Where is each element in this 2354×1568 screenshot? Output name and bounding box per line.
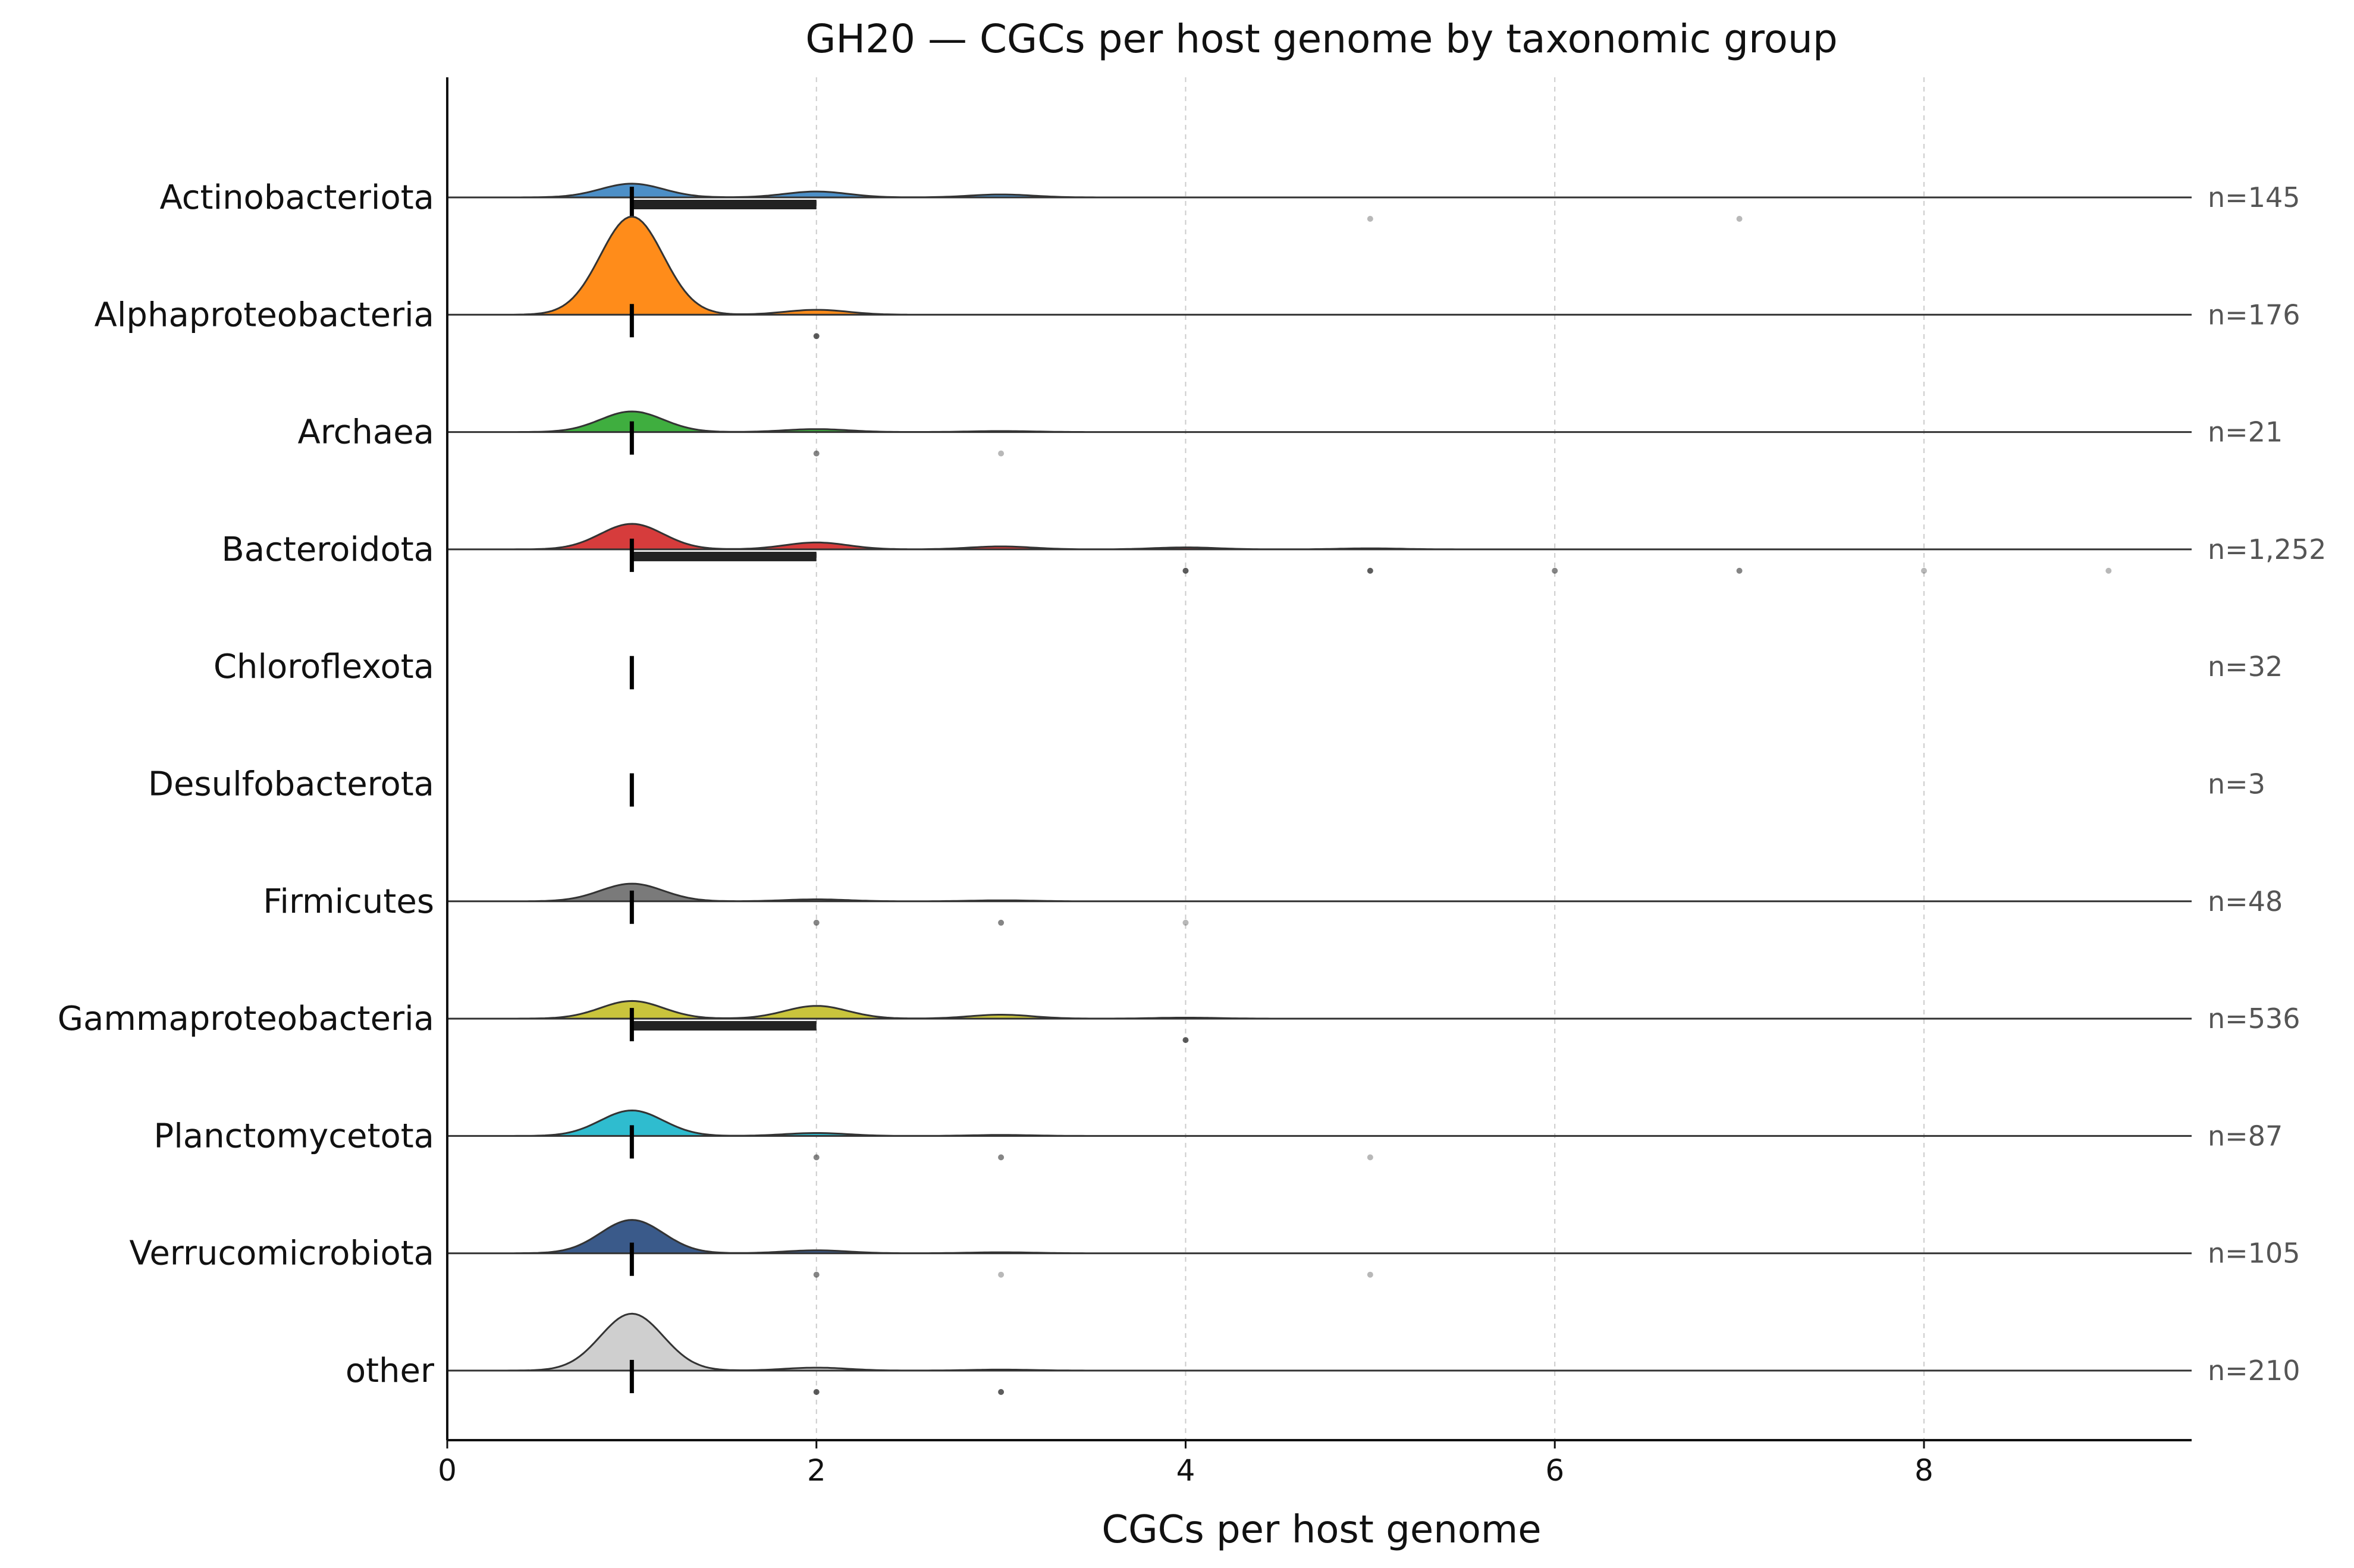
group-row-gammaproteobacteria: Gammaproteobacteria n=536: [58, 1000, 2300, 1044]
group-row-actinobacteriota: Actinobacteriota n=145: [159, 178, 2300, 222]
sample-size-label: n=32: [2208, 651, 2283, 683]
x-tick-label: 4: [1176, 1453, 1195, 1488]
density-curve: [447, 215, 2192, 316]
group-row-chloroflexota: Chloroflexota n=32: [214, 648, 2283, 690]
x-tick-label: 8: [1914, 1453, 1934, 1488]
outlier-point: [998, 1154, 1005, 1161]
density-curve: [447, 183, 2192, 199]
iqr-bar: [632, 200, 817, 209]
density-curve: [447, 1219, 2192, 1255]
y-tick-label: Planctomycetota: [153, 1117, 434, 1155]
outlier-point: [813, 450, 820, 457]
group-rows: Actinobacteriota n=145Alphaproteobacteria…: [58, 178, 2326, 1395]
outlier-point: [1736, 216, 1743, 222]
x-tick-label: 6: [1545, 1453, 1564, 1488]
density-curve: [447, 882, 2192, 903]
group-row-bacteroidota: Bacteroidota n=1,252: [221, 523, 2326, 574]
x-tick-label: 0: [438, 1453, 457, 1488]
density-curve: [447, 410, 2192, 433]
outlier-point: [998, 1389, 1005, 1395]
sample-size-label: n=48: [2208, 885, 2283, 917]
outlier-point: [1182, 1037, 1189, 1044]
outlier-point: [1367, 1154, 1373, 1161]
outlier-point: [1182, 567, 1189, 574]
y-tick-label: Desulfobacterota: [148, 765, 434, 804]
y-tick-label: Alphaproteobacteria: [95, 296, 434, 334]
outlier-point: [1552, 567, 1558, 574]
y-tick-label: Gammaproteobacteria: [58, 1000, 434, 1038]
sample-size-label: n=176: [2208, 298, 2300, 331]
outlier-point: [1736, 567, 1743, 574]
x-gridlines: [815, 77, 1925, 1440]
iqr-bar: [632, 551, 817, 561]
outlier-point: [813, 1271, 820, 1278]
outlier-point: [998, 919, 1005, 926]
outlier-point: [813, 919, 820, 926]
density-curve: [447, 1312, 2192, 1372]
y-tick-label: Chloroflexota: [214, 648, 434, 686]
outlier-point: [998, 1271, 1005, 1278]
x-axis-label: CGCs per host genome: [1101, 1508, 1541, 1552]
outlier-point: [2105, 567, 2112, 574]
outlier-point: [813, 1154, 820, 1161]
y-tick-label: Firmicutes: [263, 882, 434, 921]
sample-size-label: n=145: [2208, 181, 2300, 213]
group-row-verrucomicrobiota: Verrucomicrobiota n=105: [129, 1219, 2300, 1278]
outlier-point: [1367, 567, 1373, 574]
chart-title: GH20 — CGCs per host genome by taxonomic…: [805, 16, 1838, 62]
outlier-point: [813, 333, 820, 340]
y-tick-label: Bacteroidota: [221, 530, 434, 569]
group-row-alphaproteobacteria: Alphaproteobacteria n=176: [95, 215, 2300, 340]
y-tick-label: Archaea: [298, 413, 434, 452]
x-tick-label: 2: [807, 1453, 826, 1488]
sample-size-label: n=536: [2208, 1003, 2300, 1035]
y-tick-label: Verrucomicrobiota: [129, 1234, 434, 1273]
sample-size-label: n=105: [2208, 1237, 2300, 1270]
outlier-point: [1182, 919, 1189, 926]
iqr-bar: [632, 1021, 817, 1031]
sample-size-label: n=21: [2208, 416, 2283, 448]
group-row-planctomycetota: Planctomycetota n=87: [153, 1109, 2283, 1161]
sample-size-label: n=87: [2208, 1120, 2283, 1152]
outlier-point: [813, 1389, 820, 1395]
outlier-point: [998, 450, 1005, 457]
y-tick-label: other: [346, 1352, 435, 1390]
sample-size-label: n=1,252: [2208, 533, 2326, 565]
sample-size-label: n=3: [2208, 768, 2265, 800]
density-curve: [447, 1000, 2192, 1020]
outlier-point: [1367, 1271, 1373, 1278]
group-row-desulfobacterota: Desulfobacterota n=3: [148, 765, 2265, 807]
density-curve: [447, 523, 2192, 551]
y-tick-label: Actinobacteriota: [159, 178, 434, 217]
group-row-firmicutes: Firmicutes n=48: [263, 882, 2283, 926]
sample-size-label: n=210: [2208, 1355, 2300, 1387]
outlier-point: [1367, 216, 1373, 222]
group-row-archaea: Archaea n=21: [298, 410, 2283, 457]
group-row-other: other n=210: [346, 1312, 2300, 1395]
outlier-point: [1920, 567, 1927, 574]
density-curve: [447, 1109, 2192, 1137]
x-axis-ticks: 0 2 4 6 8: [438, 1440, 1934, 1488]
